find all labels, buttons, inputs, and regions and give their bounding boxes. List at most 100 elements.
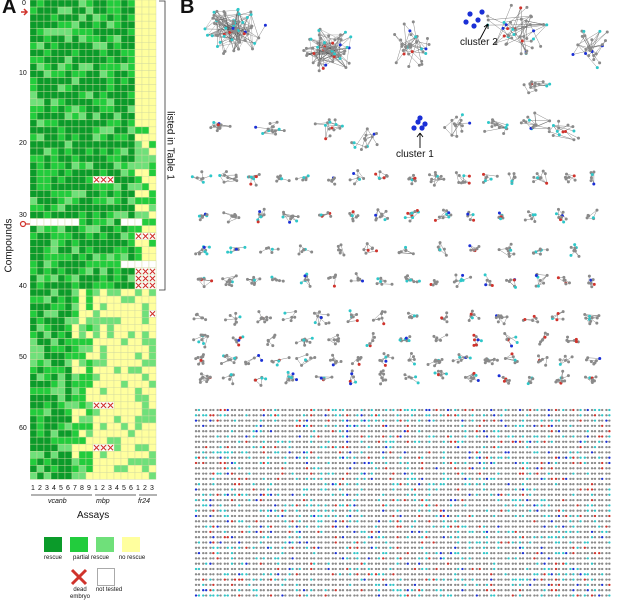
network-node [409,376,413,380]
network-node [197,419,201,422]
network-node [281,440,284,443]
network-node [514,430,517,433]
heatmap-cell [71,331,80,339]
y-tick-10: 10 [19,70,27,77]
network-node [566,335,570,339]
network-node [528,23,532,27]
network-node [360,424,363,428]
network-node [567,360,571,364]
network-node [490,456,493,459]
network-node [586,424,589,428]
network-node [485,357,489,361]
network-node [371,318,375,322]
network-node [331,358,335,362]
network-node [230,451,234,454]
network-node [382,352,386,356]
network-node [435,451,438,454]
heatmap-cell [43,338,52,346]
network-node [526,115,530,119]
network-node [341,440,345,443]
network-node [201,361,205,365]
network-node [497,451,500,454]
heatmap-cell [71,352,80,360]
network-node [288,451,291,454]
legend-label-not-tested: not tested [95,587,123,593]
network-node [349,435,352,438]
heatmap-cell [106,112,115,121]
network-node [584,358,588,362]
network-node [507,414,510,417]
heatmap-cell [120,133,129,142]
heatmap-cell [106,225,115,233]
heatmap-cell [92,394,101,403]
heatmap-cell [71,401,80,410]
heatmap-cell [78,126,87,135]
heatmap-cell [64,42,73,50]
heatmap-cell [113,345,122,353]
heatmap-cell [113,288,122,297]
network-edge [353,173,364,179]
network-node [288,430,291,433]
heatmap-cell [134,56,143,64]
network-node [413,414,417,417]
network-edge [456,172,459,183]
network-node [270,250,274,254]
network-node [363,424,366,428]
heatmap-cell [148,42,157,50]
heatmap-cell [127,310,136,318]
network-node [482,172,486,176]
network-node [591,278,595,282]
network-node [469,379,473,383]
network-node [230,414,234,417]
network-node [507,279,511,283]
heatmap-cell [106,126,115,135]
network-node [490,408,493,412]
network-node [385,174,389,178]
network-node [320,408,323,412]
table-bracket [159,0,166,291]
heatmap-cell [78,472,87,480]
network-node [356,358,360,362]
heatmap-cell [120,77,129,85]
network-node [331,424,334,428]
network-node [313,419,316,422]
heatmap-cell [85,324,94,332]
heatmap-cell [99,359,108,367]
heatmap-cell [78,373,87,381]
heatmap-cell [127,112,136,121]
heatmap-cell [36,422,45,431]
network-node [590,419,594,422]
network-node [564,282,568,286]
network-node [592,362,596,366]
network-node [334,440,337,443]
heatmap-cell [30,415,38,424]
heatmap-cell [120,63,129,71]
network-edge [207,35,246,41]
network-node [557,451,561,454]
heatmap-cell [64,472,73,480]
heatmap-cell [106,415,115,424]
network-node [202,445,205,449]
heatmap-cell [113,140,122,149]
heatmap-cell [85,373,94,381]
network-node [295,451,298,454]
network-node [248,414,251,417]
heatmap-cell [148,218,157,226]
network-node [324,440,327,443]
heatmap-cell [148,13,157,22]
heatmap-cell [36,324,45,332]
heatmap-cell [141,253,150,262]
heatmap-cell-not-tested [71,218,80,226]
network-node [195,176,199,180]
network-node [302,49,306,53]
network-node [228,280,232,284]
network-node [589,360,593,364]
network-edge [262,130,272,134]
heatmap-cell [64,204,73,212]
network-node [197,435,201,438]
network-node [222,180,226,184]
network-node [521,414,525,417]
network-node [370,430,373,433]
heatmap-cell [57,42,66,50]
heatmap-cell [113,239,122,247]
